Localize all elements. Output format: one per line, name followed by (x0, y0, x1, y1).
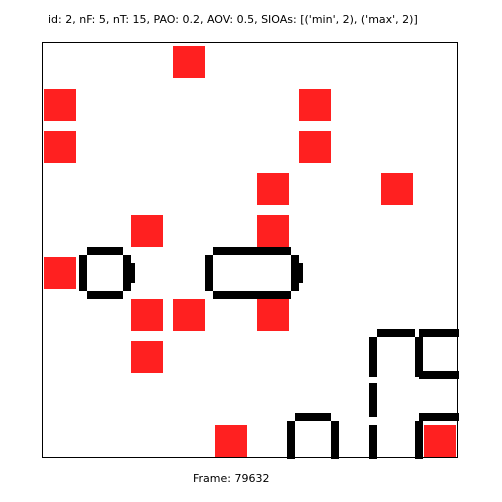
target-cell (131, 299, 163, 331)
wall-segment (213, 291, 291, 299)
wall-segment (287, 421, 295, 459)
frame-counter: Frame: 79632 (193, 472, 270, 485)
wall-segment (419, 413, 459, 421)
target-cell (131, 215, 163, 247)
target-cell (44, 257, 76, 289)
target-cell (299, 89, 331, 121)
wall-segment (369, 383, 377, 417)
wall-segment (213, 247, 291, 255)
wall-segment (369, 425, 377, 459)
wall-segment (123, 255, 131, 291)
target-cell (215, 425, 247, 457)
target-cell (131, 341, 163, 373)
game-board (42, 42, 459, 459)
target-cell (173, 299, 205, 331)
header-text: id: 2, nF: 5, nT: 15, PAO: 0.2, AOV: 0.5… (48, 13, 418, 26)
target-cell (424, 425, 456, 457)
target-cell (381, 173, 413, 205)
wall-segment (295, 413, 331, 421)
wall-segment (205, 255, 213, 291)
target-cell (44, 131, 76, 163)
wall-segment (87, 291, 123, 299)
target-cell (257, 215, 289, 247)
wall-segment (131, 263, 135, 283)
wall-segment (419, 329, 459, 337)
wall-segment (415, 421, 423, 459)
wall-segment (331, 421, 339, 459)
target-cell (257, 299, 289, 331)
wall-segment (419, 371, 459, 379)
wall-segment (415, 337, 423, 377)
wall-segment (87, 247, 123, 255)
target-cell (257, 173, 289, 205)
wall-segment (369, 337, 377, 377)
target-cell (299, 131, 331, 163)
target-cell (44, 89, 76, 121)
wall-segment (79, 255, 87, 291)
target-cell (173, 46, 205, 78)
wall-segment (377, 329, 415, 337)
wall-segment (291, 255, 299, 291)
wall-segment (299, 263, 303, 283)
